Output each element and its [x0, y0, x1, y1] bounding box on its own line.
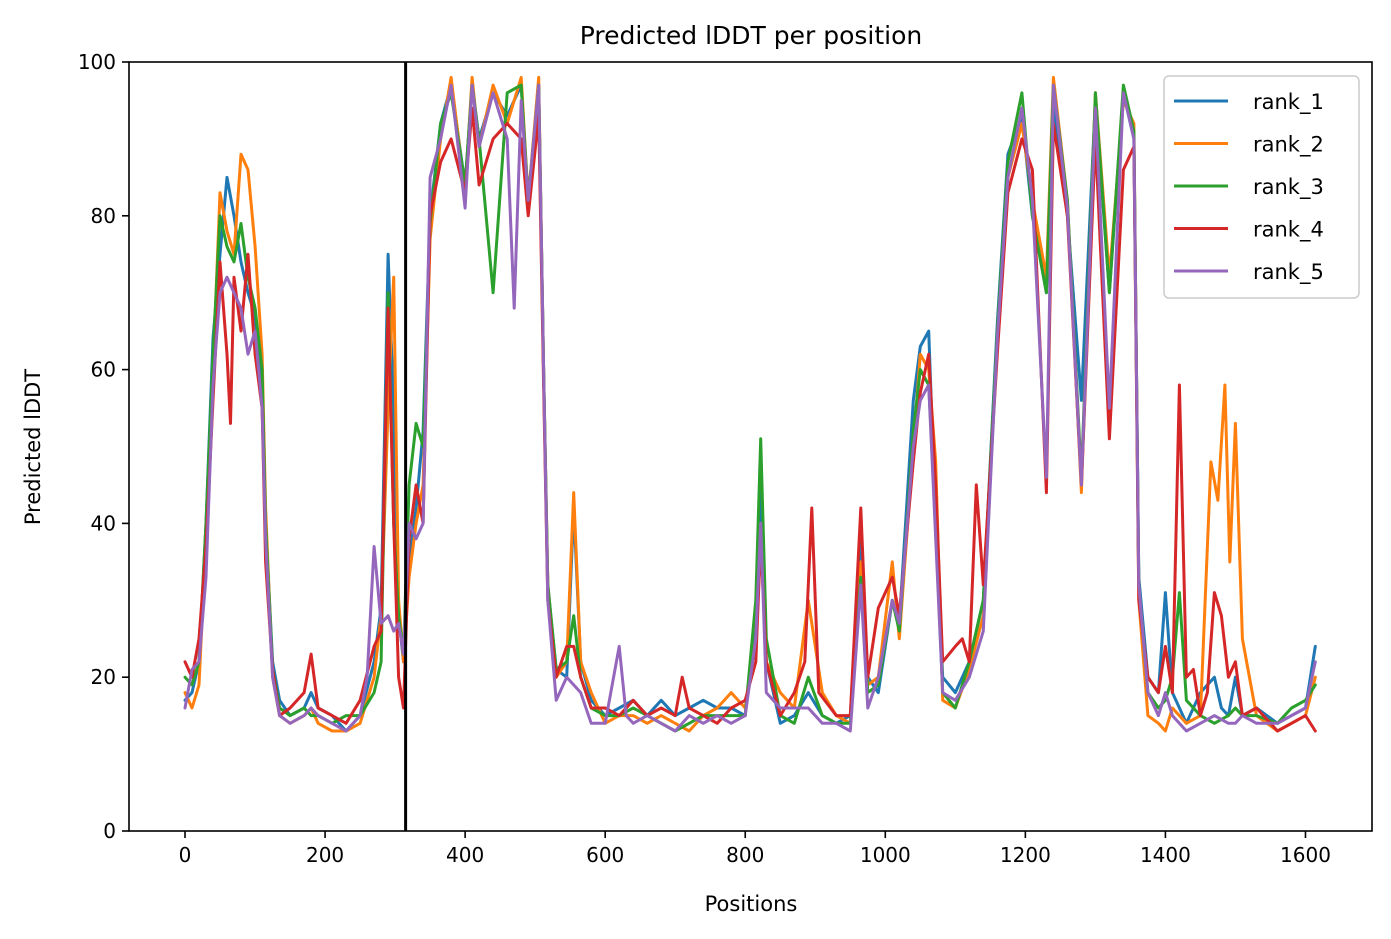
y-axis: 0 20 40 60 80 100 [78, 50, 129, 843]
x-tick-label: 0 [179, 843, 192, 867]
series-line-rank_3 [183, 83, 1317, 733]
x-tick-label: 800 [726, 843, 764, 867]
series-line-rank_2 [183, 75, 1317, 733]
x-tick-label: 1200 [1000, 843, 1051, 867]
x-tick-label: 1400 [1140, 843, 1191, 867]
y-tick-label: 0 [103, 819, 116, 843]
y-tick-label: 40 [91, 511, 116, 535]
x-tick-label: 600 [586, 843, 624, 867]
series-line-rank_1 [183, 83, 1317, 733]
legend-label-rank_2: rank_2 [1253, 133, 1324, 158]
y-tick-label: 60 [91, 358, 116, 382]
chart-title: Predicted lDDT per position [580, 21, 922, 50]
y-axis-label: Predicted lDDT [21, 369, 45, 525]
plot-area [128, 61, 1373, 832]
x-tick-label: 1000 [860, 843, 911, 867]
y-tick-label: 80 [91, 204, 116, 228]
x-tick-label: 200 [306, 843, 344, 867]
y-tick-label: 20 [91, 665, 116, 689]
x-axis: 0 200 400 600 800 1000 1200 1400 1600 [179, 831, 1331, 867]
legend-label-rank_3: rank_3 [1253, 175, 1324, 200]
series-line-rank_5 [183, 83, 1317, 733]
series-layer [183, 75, 1317, 733]
axes-frame [128, 61, 1373, 832]
legend: rank_1 rank_2 rank_3 rank_4 rank_5 [1163, 75, 1360, 299]
x-axis-label: Positions [705, 892, 798, 916]
x-tick-label: 1600 [1280, 843, 1331, 867]
legend-label-rank_4: rank_4 [1253, 218, 1324, 243]
legend-label-rank_1: rank_1 [1253, 90, 1324, 115]
x-tick-label: 400 [446, 843, 484, 867]
y-tick-label: 100 [78, 50, 116, 74]
legend-label-rank_5: rank_5 [1253, 260, 1324, 285]
legend-box [1163, 75, 1360, 299]
